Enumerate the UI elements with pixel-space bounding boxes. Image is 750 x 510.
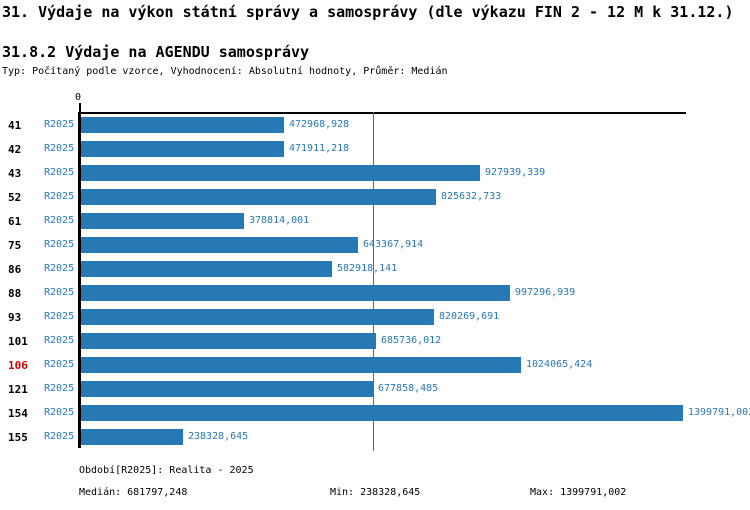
category-label: 52: [8, 191, 22, 204]
category-label: 41: [8, 119, 22, 132]
value-label: 825632,733: [441, 191, 502, 202]
chart-row: 106 R2025 1024065,424: [0, 356, 750, 380]
value-label: 677858,485: [378, 383, 439, 394]
axis-zero-tick: [79, 103, 81, 112]
chart-row: 75 R2025 643367,914: [0, 236, 750, 260]
series-label: R2025: [44, 119, 75, 130]
category-label-highlighted: 106: [8, 359, 28, 372]
category-label: 43: [8, 167, 22, 180]
category-label: 101: [8, 335, 28, 348]
category-label: 88: [8, 287, 22, 300]
chart-row: 42 R2025 471911,218: [0, 140, 750, 164]
value-label: 471911,218: [289, 143, 350, 154]
bar: [81, 141, 284, 157]
report-meta: Typ: Počítaný podle vzorce, Vyhodnocení:…: [2, 66, 448, 77]
value-label: 997296,939: [515, 287, 576, 298]
value-label: 1399791,002: [688, 407, 750, 418]
chart-row: 41 R2025 472968,928: [0, 116, 750, 140]
series-label: R2025: [44, 383, 75, 394]
chart-row: 86 R2025 582918,141: [0, 260, 750, 284]
bar: [81, 237, 358, 253]
series-label: R2025: [44, 143, 75, 154]
bar: [81, 285, 510, 301]
category-label: 93: [8, 311, 22, 324]
chart-row: 88 R2025 997296,939: [0, 284, 750, 308]
bar: [81, 189, 436, 205]
chart-row: 155 R2025 238328,645: [0, 428, 750, 452]
x-axis-line: [79, 112, 686, 114]
value-label: 378814,001: [249, 215, 310, 226]
report-subtitle: 31.8.2 Výdaje na AGENDU samosprávy: [2, 43, 310, 61]
category-label: 86: [8, 263, 22, 276]
bar: [81, 381, 373, 397]
bar: [81, 261, 332, 277]
max-stat: Max: 1399791,002: [530, 487, 627, 498]
bar: [81, 165, 480, 181]
series-label: R2025: [44, 191, 75, 202]
value-label: 643367,914: [363, 239, 424, 250]
min-stat: Min: 238328,645: [330, 487, 421, 498]
value-label: 685736,012: [381, 335, 442, 346]
series-label: R2025: [44, 359, 75, 370]
category-label: 154: [8, 407, 28, 420]
bar: [81, 429, 183, 445]
category-label: 61: [8, 215, 22, 228]
chart-row: 121 R2025 677858,485: [0, 380, 750, 404]
series-label: R2025: [44, 431, 75, 442]
category-label: 155: [8, 431, 28, 444]
series-label: R2025: [44, 335, 75, 346]
chart-row: 52 R2025 825632,733: [0, 188, 750, 212]
bar: [81, 405, 683, 421]
median-stat: Medián: 681797,248: [79, 487, 188, 498]
category-label: 42: [8, 143, 22, 156]
category-label: 121: [8, 383, 28, 396]
value-label: 582918,141: [337, 263, 398, 274]
y-axis-line: [78, 112, 81, 448]
value-label: 820269,691: [439, 311, 500, 322]
report-title: 31. Výdaje na výkon státní správy a samo…: [2, 3, 734, 21]
chart-row: 101 R2025 685736,012: [0, 332, 750, 356]
category-label: 75: [8, 239, 22, 252]
series-label: R2025: [44, 263, 75, 274]
axis-zero-label: 0: [75, 92, 82, 103]
period-label: Období[R2025]: Realita - 2025: [79, 465, 254, 476]
bar: [81, 333, 376, 349]
bar: [81, 213, 244, 229]
chart-row: 43 R2025 927939,339: [0, 164, 750, 188]
series-label: R2025: [44, 287, 75, 298]
series-label: R2025: [44, 311, 75, 322]
bar: [81, 117, 284, 133]
series-label: R2025: [44, 215, 75, 226]
chart-row: 154 R2025 1399791,002: [0, 404, 750, 428]
chart-row: 93 R2025 820269,691: [0, 308, 750, 332]
bar: [81, 357, 521, 373]
median-line: [373, 112, 374, 451]
value-label: 1024065,424: [526, 359, 593, 370]
value-label: 472968,928: [289, 119, 350, 130]
series-label: R2025: [44, 167, 75, 178]
value-label: 238328,645: [188, 431, 249, 442]
series-label: R2025: [44, 407, 75, 418]
bar: [81, 309, 434, 325]
series-label: R2025: [44, 239, 75, 250]
value-label: 927939,339: [485, 167, 546, 178]
chart-row: 61 R2025 378814,001: [0, 212, 750, 236]
